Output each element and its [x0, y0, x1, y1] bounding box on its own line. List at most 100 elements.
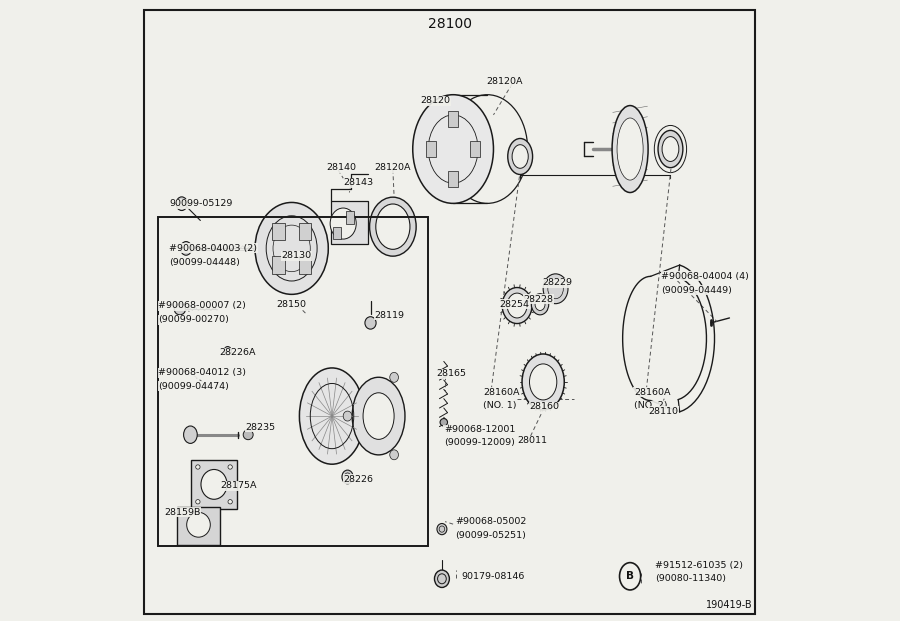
Text: #91512-61035 (2): #91512-61035 (2): [655, 561, 742, 569]
Ellipse shape: [176, 197, 187, 211]
Ellipse shape: [352, 377, 405, 455]
Ellipse shape: [181, 242, 192, 255]
Text: 28229: 28229: [542, 278, 572, 287]
Bar: [331, 201, 368, 244]
Bar: [273, 223, 284, 240]
Text: 28160: 28160: [529, 402, 560, 411]
Bar: [427, 141, 436, 157]
Text: 28120: 28120: [420, 96, 450, 105]
Ellipse shape: [522, 354, 564, 410]
Text: 28110: 28110: [649, 407, 679, 415]
Text: 28235: 28235: [245, 423, 275, 432]
Text: 90179-08146: 90179-08146: [461, 572, 525, 581]
Text: 28226A: 28226A: [219, 348, 256, 357]
Text: 28226: 28226: [343, 475, 373, 484]
Text: 28143: 28143: [343, 178, 373, 187]
Text: 28119: 28119: [374, 311, 404, 320]
Bar: [470, 141, 480, 157]
Ellipse shape: [330, 208, 356, 239]
Text: 28120A: 28120A: [374, 163, 410, 172]
Ellipse shape: [662, 137, 679, 161]
Text: 28165: 28165: [436, 369, 466, 378]
Text: 28120A: 28120A: [486, 78, 523, 86]
Bar: [448, 111, 458, 127]
Ellipse shape: [413, 94, 493, 204]
Ellipse shape: [437, 524, 447, 535]
Ellipse shape: [255, 202, 328, 294]
Bar: [346, 211, 354, 224]
Ellipse shape: [343, 411, 352, 421]
Ellipse shape: [612, 106, 648, 193]
Text: 28140: 28140: [326, 163, 356, 172]
Bar: [448, 171, 458, 187]
Ellipse shape: [243, 430, 253, 440]
Text: 190419-B: 190419-B: [706, 600, 753, 610]
Text: 90099-05129: 90099-05129: [169, 199, 233, 208]
Text: #90068-04012 (3): #90068-04012 (3): [158, 368, 246, 377]
Text: (90080-11340): (90080-11340): [655, 574, 726, 583]
Ellipse shape: [376, 204, 410, 249]
Text: (90099-00270): (90099-00270): [158, 315, 229, 324]
Ellipse shape: [342, 470, 353, 484]
Text: (90099-12009): (90099-12009): [444, 438, 515, 447]
Text: (NO. 2): (NO. 2): [634, 401, 667, 410]
Ellipse shape: [390, 373, 399, 383]
Text: 28100: 28100: [428, 17, 472, 32]
Ellipse shape: [512, 145, 528, 168]
Text: 28011: 28011: [518, 437, 547, 445]
Text: 28130: 28130: [281, 252, 311, 260]
Ellipse shape: [544, 274, 568, 304]
Bar: [299, 223, 311, 240]
Ellipse shape: [619, 563, 641, 590]
Text: (90099-04448): (90099-04448): [169, 258, 240, 267]
Text: #90068-00007 (2): #90068-00007 (2): [158, 301, 246, 310]
Bar: [299, 256, 311, 274]
Ellipse shape: [195, 465, 200, 469]
Text: (90099-05251): (90099-05251): [455, 531, 526, 540]
Text: 28228: 28228: [523, 295, 554, 304]
Ellipse shape: [228, 499, 232, 504]
Ellipse shape: [300, 368, 364, 465]
Ellipse shape: [228, 465, 232, 469]
Text: (90099-04474): (90099-04474): [158, 382, 229, 391]
Ellipse shape: [201, 469, 227, 499]
Ellipse shape: [224, 347, 231, 355]
Bar: [176, 507, 220, 545]
Bar: [191, 460, 237, 509]
Text: 28160A: 28160A: [634, 388, 670, 397]
Bar: [333, 227, 341, 239]
Ellipse shape: [507, 293, 527, 318]
Bar: [158, 217, 428, 546]
Ellipse shape: [531, 294, 549, 315]
Text: 28160A: 28160A: [483, 388, 519, 397]
Text: 28150: 28150: [276, 300, 306, 309]
Ellipse shape: [508, 138, 533, 175]
Ellipse shape: [364, 317, 376, 329]
Ellipse shape: [184, 426, 197, 443]
Ellipse shape: [175, 304, 185, 315]
Ellipse shape: [370, 197, 416, 256]
Ellipse shape: [195, 499, 200, 504]
Text: 28175A: 28175A: [220, 481, 256, 490]
Ellipse shape: [440, 419, 447, 426]
Ellipse shape: [502, 288, 532, 324]
Ellipse shape: [617, 118, 644, 180]
Text: 28254: 28254: [500, 300, 530, 309]
Ellipse shape: [435, 570, 449, 587]
Text: #90068-04003 (2): #90068-04003 (2): [169, 244, 257, 253]
Text: (90099-04449): (90099-04449): [662, 286, 732, 294]
Ellipse shape: [186, 512, 211, 537]
Text: (NO. 1): (NO. 1): [483, 401, 517, 410]
Ellipse shape: [447, 94, 527, 204]
Ellipse shape: [658, 130, 683, 168]
Text: B: B: [626, 571, 634, 581]
Ellipse shape: [363, 393, 394, 440]
Ellipse shape: [536, 298, 545, 310]
Text: #90068-04004 (4): #90068-04004 (4): [662, 272, 749, 281]
Ellipse shape: [529, 364, 557, 400]
Bar: [273, 256, 284, 274]
Ellipse shape: [390, 450, 399, 460]
Text: #90068-12001: #90068-12001: [444, 425, 515, 434]
Text: #90068-05002: #90068-05002: [455, 517, 526, 526]
Text: 28159B: 28159B: [165, 508, 201, 517]
